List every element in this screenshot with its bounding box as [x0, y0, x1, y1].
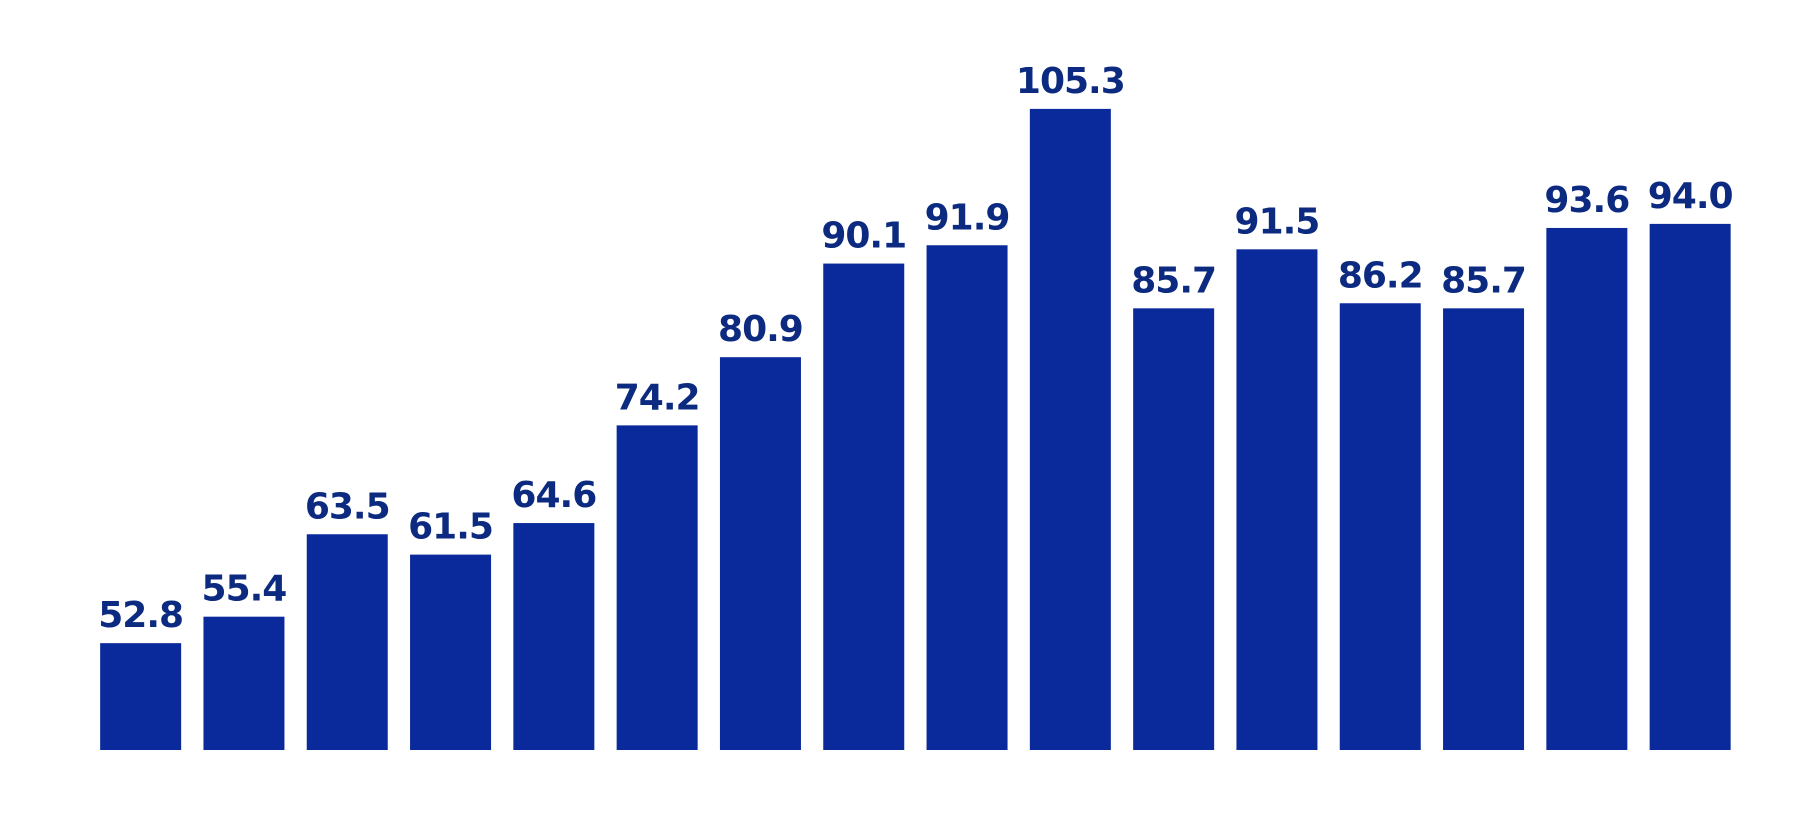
bar — [1133, 308, 1215, 750]
bar — [616, 425, 698, 750]
bar — [513, 523, 595, 750]
value-label: 74.2 — [615, 377, 700, 418]
value-label: 91.9 — [925, 197, 1010, 238]
bar — [926, 245, 1008, 750]
bar — [1339, 303, 1421, 750]
bar — [823, 263, 905, 750]
bar — [203, 616, 285, 750]
value-label: 52.8 — [98, 595, 183, 636]
value-label: 91.5 — [1235, 201, 1320, 242]
value-label: 85.7 — [1441, 260, 1526, 301]
value-label: 55.4 — [202, 569, 287, 610]
value-label: 85.7 — [1131, 260, 1216, 301]
value-label: 80.9 — [718, 309, 803, 350]
value-label: 63.5 — [305, 486, 390, 527]
value-label: 94.0 — [1648, 176, 1733, 217]
value-label: 93.6 — [1544, 180, 1629, 221]
bar — [1649, 223, 1731, 750]
bar — [1443, 308, 1525, 750]
bar — [1546, 227, 1628, 750]
value-label: 64.6 — [511, 475, 596, 516]
value-label: 90.1 — [821, 216, 906, 257]
value-label: 61.5 — [408, 507, 493, 548]
bar — [100, 643, 182, 750]
bar — [1029, 108, 1111, 750]
bar — [1236, 249, 1318, 750]
bar — [719, 357, 801, 750]
value-label: 105.3 — [1016, 61, 1125, 102]
bar — [306, 534, 388, 750]
bar — [410, 554, 492, 750]
value-label: 86.2 — [1338, 255, 1423, 296]
